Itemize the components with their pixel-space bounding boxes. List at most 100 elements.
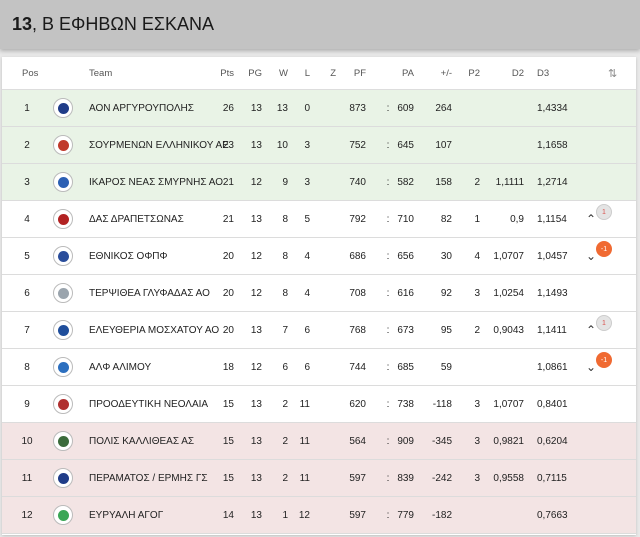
cell-w: 1 bbox=[282, 509, 288, 521]
trend-badge: 1 bbox=[596, 315, 612, 331]
cell-p2 bbox=[462, 127, 480, 163]
cell-pts: 23 bbox=[222, 139, 234, 151]
cell-team[interactable]: ΕΛΕΥΘΕΡΙΑ ΜΟΣΧΑΤΟΥ ΑΟ bbox=[89, 324, 220, 336]
col-z[interactable]: Z bbox=[330, 67, 336, 79]
cell-pa: 839 bbox=[397, 472, 414, 484]
cell-l: 6 bbox=[304, 324, 310, 336]
cell-pg: 12 bbox=[250, 287, 262, 299]
cell-team[interactable]: ΔΑΣ ΔΡΑΠΕΤΣΩΝΑΣ bbox=[89, 213, 184, 225]
cell-d2 bbox=[490, 127, 524, 163]
team-logo-emblem bbox=[57, 213, 69, 225]
col-pos[interactable]: Pos bbox=[22, 67, 39, 79]
cell-pf: 597 bbox=[349, 472, 366, 484]
cell-d3: 1,1658 bbox=[537, 139, 568, 151]
cell-d3: 1,0457 bbox=[537, 250, 568, 262]
cell-pf: 620 bbox=[349, 398, 366, 410]
chevron-up-icon[interactable]: ⌃ bbox=[586, 212, 597, 226]
table-row[interactable]: 11 ΠΕΡΑΜΑΤΟΣ / ΕΡΜΗΣ ΓΣ 15 13 2 11 597:839 -242… bbox=[2, 460, 636, 497]
team-logo-image bbox=[53, 209, 73, 229]
cell-w: 13 bbox=[276, 102, 288, 114]
col-d2[interactable]: D2 bbox=[511, 67, 524, 79]
cell-w: 7 bbox=[282, 324, 288, 336]
col-w[interactable]: W bbox=[279, 67, 288, 79]
cell-diff: -118 bbox=[432, 398, 452, 410]
table-row[interactable]: 1 ΑΟΝ ΑΡΓΥΡΟΥΠΟΛΗΣ 26 13 13 0 873:609 264 1,4334 bbox=[2, 90, 636, 127]
cell-team[interactable]: ΕΘΝΙΚΟΣ ΟΦΠΦ bbox=[89, 250, 168, 262]
col-pg[interactable]: PG bbox=[248, 67, 262, 79]
cell-team[interactable]: ΤΕΡΨΙΘΕΑ ΓΛΥΦΑΔΑΣ ΑΟ bbox=[89, 287, 210, 299]
col-l[interactable]: L bbox=[304, 67, 310, 79]
table-row[interactable]: 8 ΑΛΦ ΑΛΙΜΟΥ 18 12 6 6 744:685 59 1,0861 ⌄ -1 bbox=[2, 349, 636, 386]
cell-w: 10 bbox=[276, 139, 288, 151]
cell-p2: 2 bbox=[474, 324, 480, 336]
table-row[interactable]: 10 ΠΟΛΙΣ ΚΑΛΛΙΘΕΑΣ ΑΣ 15 13 2 11 564:909 -345 3 0… bbox=[2, 423, 636, 460]
cell-team[interactable]: ΕΥΡΥΑΛΗ ΑΓΟΓ bbox=[89, 509, 164, 521]
cell-team[interactable]: ΙΚΑΡΟΣ ΝΕΑΣ ΣΜΥΡΝΗΣ ΑΟ bbox=[89, 176, 223, 188]
table-row[interactable]: 3 ΙΚΑΡΟΣ ΝΕΑΣ ΣΜΥΡΝΗΣ ΑΟ 21 12 9 3 740:582 158 2… bbox=[2, 164, 636, 201]
cell-d2: 1,0254 bbox=[493, 287, 524, 299]
chevron-down-icon[interactable]: ⌄ bbox=[586, 360, 597, 374]
cell-pf: 873 bbox=[349, 102, 366, 114]
cell-pg: 13 bbox=[250, 472, 262, 484]
cell-sep: : bbox=[386, 176, 390, 188]
col-pa[interactable]: PA bbox=[402, 67, 414, 79]
cell-pts: 20 bbox=[222, 287, 234, 299]
cell-team[interactable]: ΣΟΥΡΜΕΝΩΝ ΕΛΛΗΝΙΚΟΥ ΑΕ bbox=[89, 139, 229, 151]
team-logo-emblem bbox=[57, 324, 69, 336]
col-pts[interactable]: Pts bbox=[220, 67, 234, 79]
table-row[interactable]: 4 ΔΑΣ ΔΡΑΠΕΤΣΩΝΑΣ 21 13 8 5 792:710 82 1 0,9 1,115… bbox=[2, 201, 636, 238]
cell-l: 0 bbox=[304, 102, 310, 114]
cell-d3: 1,2714 bbox=[537, 176, 568, 188]
team-logo bbox=[53, 275, 73, 311]
cell-pa: 685 bbox=[397, 361, 414, 373]
cell-diff: 107 bbox=[435, 139, 452, 151]
cell-p2 bbox=[462, 497, 480, 533]
team-logo-image bbox=[53, 357, 73, 377]
team-logo-image bbox=[53, 394, 73, 414]
cell-sep: : bbox=[386, 361, 390, 373]
cell-team[interactable]: ΠΟΛΙΣ ΚΑΛΛΙΘΕΑΣ ΑΣ bbox=[89, 435, 195, 447]
cell-pg: 12 bbox=[250, 250, 262, 262]
cell-pos: 5 bbox=[24, 250, 30, 262]
cell-d2: 1,0707 bbox=[493, 398, 524, 410]
cell-diff: -242 bbox=[431, 472, 452, 484]
col-team[interactable]: Team bbox=[89, 67, 113, 79]
chevron-down-icon[interactable]: ⌄ bbox=[586, 249, 597, 263]
cell-w: 6 bbox=[282, 361, 288, 373]
table-row[interactable]: 7 ΕΛΕΥΘΕΡΙΑ ΜΟΣΧΑΤΟΥ ΑΟ 20 13 7 6 768:673 95 2 0,… bbox=[2, 312, 636, 349]
table-row[interactable]: 9 ΠΡΟΟΔΕΥΤΙΚΗ ΝΕΟΛΑΙΑ 15 13 2 11 620:738 -118 3 1… bbox=[2, 386, 636, 423]
cell-pf: 752 bbox=[349, 139, 366, 151]
cell-team[interactable]: ΠΡΟΟΔΕΥΤΙΚΗ ΝΕΟΛΑΙΑ bbox=[89, 398, 209, 410]
cell-team[interactable]: ΠΕΡΑΜΑΤΟΣ / ΕΡΜΗΣ ΓΣ bbox=[89, 472, 208, 484]
cell-team[interactable]: ΑΛΦ ΑΛΙΜΟΥ bbox=[89, 361, 152, 373]
col-p2[interactable]: P2 bbox=[468, 67, 480, 79]
cell-diff: 59 bbox=[440, 361, 452, 373]
cell-pa: 656 bbox=[397, 250, 414, 262]
cell-p2: 3 bbox=[474, 472, 480, 484]
col-diff[interactable]: +/- bbox=[440, 67, 452, 79]
table-row[interactable]: 12 ΕΥΡΥΑΛΗ ΑΓΟΓ 14 13 1 12 597:779 -182 0,7663 bbox=[2, 497, 636, 534]
col-pf[interactable]: PF bbox=[353, 67, 366, 79]
trend-badge: -1 bbox=[596, 352, 612, 368]
table-row[interactable]: 5 ΕΘΝΙΚΟΣ ΟΦΠΦ 20 12 8 4 686:656 30 4 1,0707 1,045… bbox=[2, 238, 636, 275]
cell-diff: 95 bbox=[440, 324, 452, 336]
league-number: 13 bbox=[12, 14, 33, 34]
cell-p2 bbox=[462, 90, 480, 126]
cell-pts: 15 bbox=[222, 435, 234, 447]
cell-pg: 13 bbox=[250, 398, 262, 410]
cell-team[interactable]: ΑΟΝ ΑΡΓΥΡΟΥΠΟΛΗΣ bbox=[89, 102, 194, 114]
team-logo bbox=[53, 238, 73, 274]
cell-pos: 10 bbox=[21, 435, 33, 447]
col-d3[interactable]: D3 bbox=[537, 67, 550, 79]
cell-diff: -345 bbox=[431, 435, 452, 447]
cell-d3: 0,7115 bbox=[537, 472, 567, 484]
cell-diff: 30 bbox=[440, 250, 452, 262]
table-row[interactable]: 6 ΤΕΡΨΙΘΕΑ ΓΛΥΦΑΔΑΣ ΑΟ 20 12 8 4 708:616 92 3 1,0… bbox=[2, 275, 636, 312]
cell-pa: 909 bbox=[397, 435, 414, 447]
team-logo-emblem bbox=[57, 250, 69, 262]
cell-l: 3 bbox=[304, 176, 310, 188]
table-row[interactable]: 2 ΣΟΥΡΜΕΝΩΝ ΕΛΛΗΝΙΚΟΥ ΑΕ 23 13 10 3 752:645 107… bbox=[2, 127, 636, 164]
cell-pts: 21 bbox=[222, 213, 234, 225]
sort-icon[interactable]: ⇅ bbox=[608, 67, 618, 80]
chevron-up-icon[interactable]: ⌃ bbox=[586, 323, 597, 337]
